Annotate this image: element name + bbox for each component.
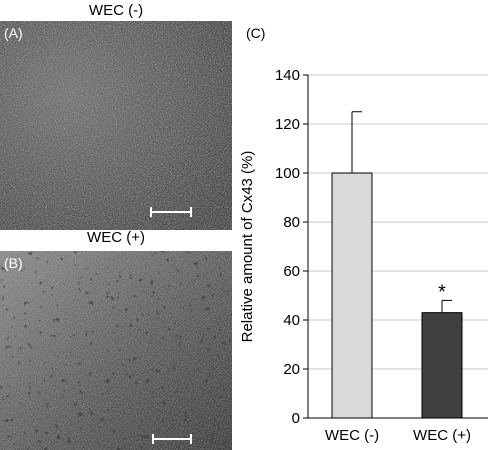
- micrograph-b: [0, 251, 232, 450]
- y-tick-label: 140: [275, 67, 300, 84]
- y-tick-label: 40: [283, 312, 300, 329]
- micrograph-a-image: [0, 21, 232, 230]
- y-tick-label: 60: [283, 263, 300, 280]
- x-category-label: WEC (+): [413, 427, 471, 444]
- x-category-label: WEC (-): [325, 427, 379, 444]
- panel-c-letter: (C): [246, 25, 265, 41]
- panel-a-letter: (A): [4, 25, 23, 41]
- panel-b-title: WEC (+): [87, 229, 145, 246]
- panel-a-title: WEC (-): [88, 2, 144, 19]
- chart-bars: WEC (-) WEC (+) *: [325, 111, 471, 444]
- bar-chart: (C) 0 20 40 60 80 100 120 140 WEC (-) WEC (+) * R…: [239, 25, 488, 444]
- bar-wec-minus: [331, 172, 373, 419]
- micrograph-a: [0, 21, 232, 230]
- micrograph-b-image: [0, 251, 232, 450]
- y-axis-label: Relative amount of Cx43 (%): [239, 151, 256, 343]
- significance-marker: *: [438, 281, 446, 303]
- bar-wec-plus: [421, 312, 463, 419]
- y-tick-label: 80: [283, 214, 300, 231]
- y-tick-label: 120: [275, 116, 300, 133]
- y-tick-label: 0: [292, 410, 300, 427]
- panel-b-letter: (B): [4, 255, 23, 271]
- y-tick-label: 20: [283, 361, 300, 378]
- y-axis-ticks: 0 20 40 60 80 100 120 140: [275, 67, 308, 427]
- scale-bar-b: [152, 434, 192, 444]
- y-tick-label: 100: [275, 165, 300, 182]
- scale-bar-a: [150, 207, 192, 217]
